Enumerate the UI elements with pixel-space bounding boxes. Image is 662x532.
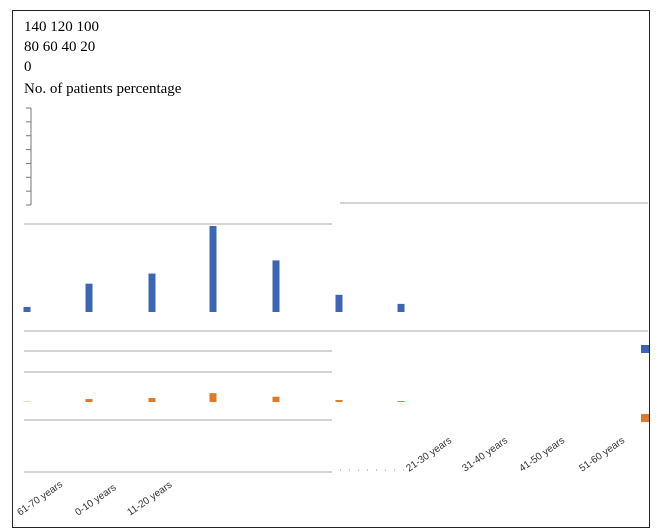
chart-frame xyxy=(12,10,650,528)
bar xyxy=(85,283,93,312)
y-axis-title: No. of patients percentage xyxy=(24,81,182,97)
x-tick-label: 41-50 years xyxy=(517,435,567,474)
bar xyxy=(335,400,343,402)
bar xyxy=(209,226,217,312)
x-tick-label: 21-30 years xyxy=(404,435,454,474)
bar xyxy=(641,345,649,353)
bar xyxy=(397,401,405,402)
bar xyxy=(397,303,405,312)
y-tick-labels-line-1: 140 120 100 xyxy=(24,19,99,35)
bar xyxy=(209,393,217,402)
x-tick-label: 31-40 years xyxy=(460,435,510,474)
bar xyxy=(335,294,343,312)
y-tick-labels-line-3: 0 xyxy=(24,59,32,75)
bar xyxy=(272,260,280,312)
bar xyxy=(23,306,31,312)
bar xyxy=(148,273,156,312)
bar xyxy=(148,398,156,402)
bar xyxy=(641,414,649,422)
x-tick-label: 0-10 years xyxy=(73,482,118,518)
x-tick-label: 11-20 years xyxy=(125,480,174,519)
x-tick-label: 51-60 years xyxy=(577,435,627,474)
y-tick-labels-line-2: 80 60 40 20 xyxy=(24,39,96,55)
bar xyxy=(272,396,280,402)
x-tick-label: 61-70 years xyxy=(15,479,65,518)
bar xyxy=(85,399,93,402)
